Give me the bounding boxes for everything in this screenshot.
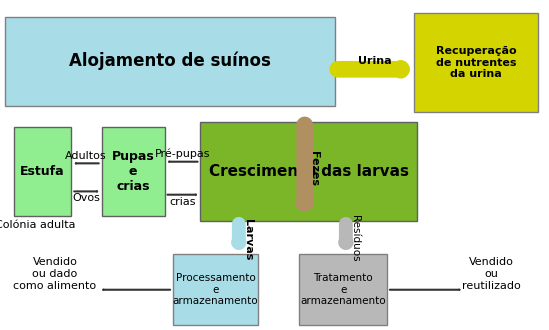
Text: Adultos: Adultos [65, 151, 107, 161]
Text: Ovos: Ovos [72, 193, 100, 203]
Text: Crescimento das larvas: Crescimento das larvas [209, 164, 409, 179]
Text: Tratamento
e
armazenamento: Tratamento e armazenamento [300, 273, 386, 306]
Text: Pupas
e
crias: Pupas e crias [112, 150, 154, 193]
Text: Alojamento de suínos: Alojamento de suínos [69, 52, 271, 70]
FancyBboxPatch shape [299, 254, 387, 325]
Text: Processamento
e
armazenamento: Processamento e armazenamento [173, 273, 258, 306]
Text: Pré-pupas: Pré-pupas [154, 148, 210, 159]
FancyBboxPatch shape [173, 254, 258, 325]
FancyBboxPatch shape [200, 122, 417, 221]
Text: Estufa: Estufa [20, 165, 65, 178]
FancyBboxPatch shape [102, 127, 165, 216]
FancyBboxPatch shape [5, 16, 335, 106]
Text: Larvas: Larvas [243, 218, 253, 260]
Text: crias: crias [169, 197, 195, 207]
Text: Vendido
ou dado
como alimento: Vendido ou dado como alimento [13, 257, 97, 291]
FancyBboxPatch shape [14, 127, 71, 216]
FancyBboxPatch shape [414, 13, 538, 112]
Text: Vendido
ou
reutilizado: Vendido ou reutilizado [462, 257, 521, 291]
Text: Recuperação
de nutrentes
da urina: Recuperação de nutrentes da urina [436, 46, 517, 79]
Text: Urina: Urina [357, 56, 391, 66]
Text: Resíduos: Resíduos [350, 215, 360, 262]
Text: Fezes: Fezes [309, 151, 319, 186]
Text: Colónia adulta: Colónia adulta [0, 220, 76, 230]
